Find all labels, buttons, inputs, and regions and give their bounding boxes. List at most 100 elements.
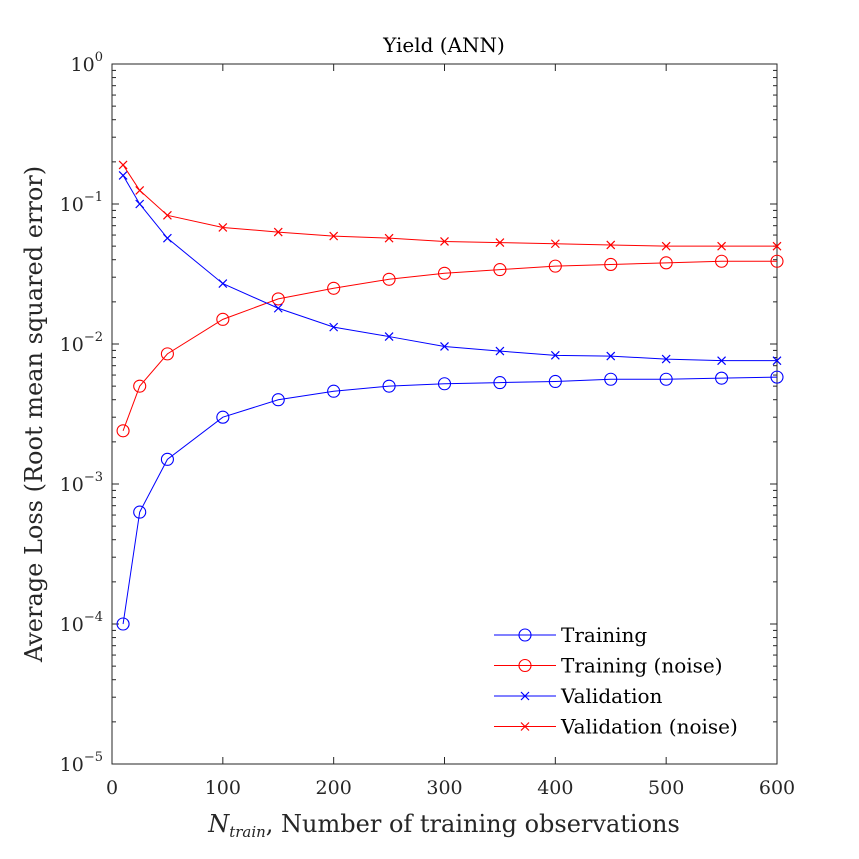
series-training (116, 370, 784, 631)
data-point-circle (604, 372, 618, 386)
data-point-circle (382, 272, 396, 286)
legend-item: Training (494, 623, 647, 647)
data-point-circle (659, 256, 673, 270)
series-line (122, 175, 777, 362)
y-tick-label-exp: −1 (84, 190, 103, 205)
x-axis-label: Ntrain, Number of training observations (207, 810, 680, 841)
data-point-x (329, 231, 339, 241)
legend: Training Training (noise) Validation Valida… (493, 621, 752, 743)
x-tick-label: 300 (426, 777, 462, 799)
legend-label: Training (561, 623, 647, 647)
data-point-circle (160, 452, 174, 466)
data-point-circle (133, 505, 147, 519)
data-point-circle (216, 410, 230, 424)
data-point-x (118, 160, 128, 170)
data-point-circle (382, 379, 396, 393)
data-point-circle (659, 372, 673, 386)
y-tick-label-exp: −3 (84, 470, 103, 485)
data-point-x (135, 186, 145, 195)
series-validation (118, 170, 782, 366)
x-axis-label-sub: train (229, 823, 266, 841)
data-point-x (772, 241, 782, 251)
data-point-circle (493, 376, 507, 390)
series-line (122, 260, 777, 431)
axis-ticks: 0 100 200 300 400 500 60010010−110−210−310−410… (60, 50, 795, 799)
y-tick-label-base: 10 (60, 194, 84, 216)
data-point-circle (715, 254, 729, 268)
data-point-circle (548, 259, 562, 273)
series-line (122, 164, 777, 247)
x-tick-label: 600 (759, 777, 795, 799)
x-tick-label: 500 (648, 777, 684, 799)
series-training-noise (116, 254, 784, 438)
data-point-x (495, 238, 505, 248)
x-axis-label-rest: , Number of training observations (266, 810, 680, 838)
data-point-x (218, 223, 228, 232)
data-point-circle (116, 424, 130, 438)
legend-item: Validation (494, 684, 663, 708)
series-layer (116, 160, 784, 631)
data-point-x (162, 233, 172, 243)
y-tick-label: 10−3 (60, 470, 103, 496)
data-point-x (162, 210, 172, 220)
y-tick-label-exp: 0 (95, 50, 103, 65)
y-tick-label-base: 10 (60, 334, 84, 356)
data-point-circle (327, 384, 341, 398)
data-point-circle (160, 347, 174, 361)
legend-label: Validation (noise) (560, 715, 738, 739)
data-point-x (384, 332, 394, 341)
y-tick-label-base: 10 (60, 474, 84, 496)
y-tick-label-base: 10 (60, 754, 84, 776)
data-point-circle (770, 254, 784, 268)
data-point-x (661, 241, 671, 251)
legend-label: Validation (560, 684, 663, 708)
data-point-circle (548, 374, 562, 389)
y-tick-label-exp: −5 (84, 750, 103, 765)
series-validation-noise (118, 160, 782, 251)
data-point-circle (133, 379, 147, 393)
data-point-circle (437, 266, 452, 280)
x-tick-label: 100 (205, 777, 241, 799)
data-point-circle (604, 257, 618, 272)
legend-item: Validation (noise) (494, 715, 738, 739)
y-axis-label: Average Loss (Root mean squared error) (20, 166, 48, 663)
y-tick-label: 10−5 (60, 750, 103, 776)
data-point-circle (327, 281, 341, 295)
y-tick-label: 10−2 (60, 330, 103, 356)
data-point-x (495, 346, 505, 356)
legend-item: Training (noise) (494, 654, 723, 678)
data-point-x (218, 279, 228, 289)
data-point-x (661, 354, 671, 364)
data-point-x (440, 342, 449, 351)
data-point-x (118, 170, 128, 180)
legend-marker-x (520, 722, 530, 731)
data-point-circle (770, 370, 784, 384)
data-point-x (717, 241, 727, 251)
data-point-circle (271, 292, 285, 306)
data-point-x (135, 199, 145, 209)
y-tick-label-exp: −2 (84, 330, 103, 345)
y-tick-label: 100 (71, 50, 103, 76)
data-point-x (606, 351, 616, 361)
data-point-x (440, 237, 449, 246)
data-point-circle (493, 263, 507, 277)
data-point-x (772, 356, 782, 366)
data-point-circle (715, 371, 729, 385)
legend-box (493, 621, 752, 743)
chart-title: Yield (ANN) (382, 33, 505, 57)
data-point-circle (437, 377, 452, 391)
y-tick-label-base: 10 (60, 614, 84, 636)
data-point-x (550, 350, 560, 360)
data-point-x (550, 239, 560, 249)
data-point-x (329, 322, 339, 332)
data-point-x (384, 233, 394, 243)
legend-marker-circle (518, 628, 532, 642)
series-line (122, 376, 778, 625)
data-point-circle (116, 617, 130, 631)
y-tick-label-exp: −4 (84, 610, 103, 625)
y-tick-label-base: 10 (71, 54, 95, 76)
x-tick-label: 200 (316, 777, 352, 799)
data-point-x (717, 356, 727, 366)
legend-marker-circle (518, 658, 532, 673)
